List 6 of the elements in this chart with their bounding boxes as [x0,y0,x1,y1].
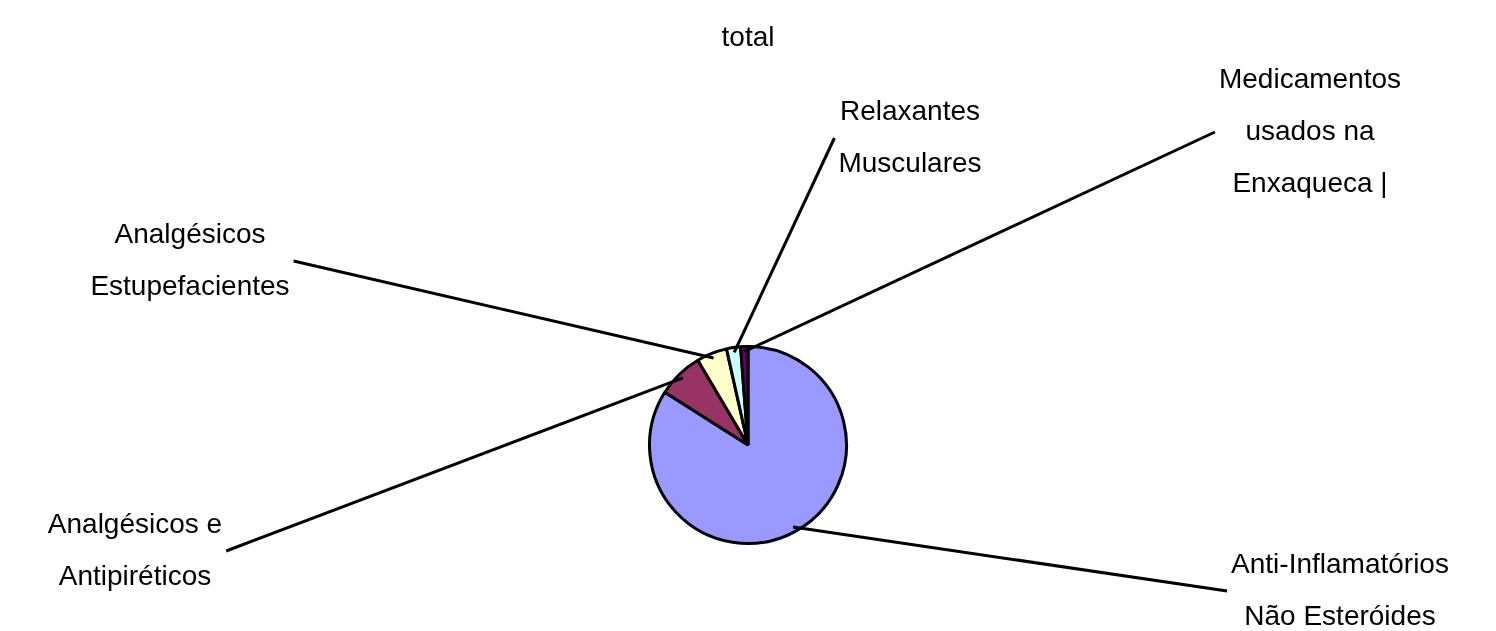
slice-label: Medicamentos usados na Enxaqueca | [1218,62,1402,198]
chart-title: total [721,20,775,52]
slice-label: Analgésicos Estupefacientes [90,217,290,301]
slice-label: Analgésicos e Antipiréticos [47,507,223,591]
slice-label: Relaxantes Musculares [838,94,982,178]
slice-label: Anti-Inflamatórios Não Esteróides [1231,547,1449,631]
